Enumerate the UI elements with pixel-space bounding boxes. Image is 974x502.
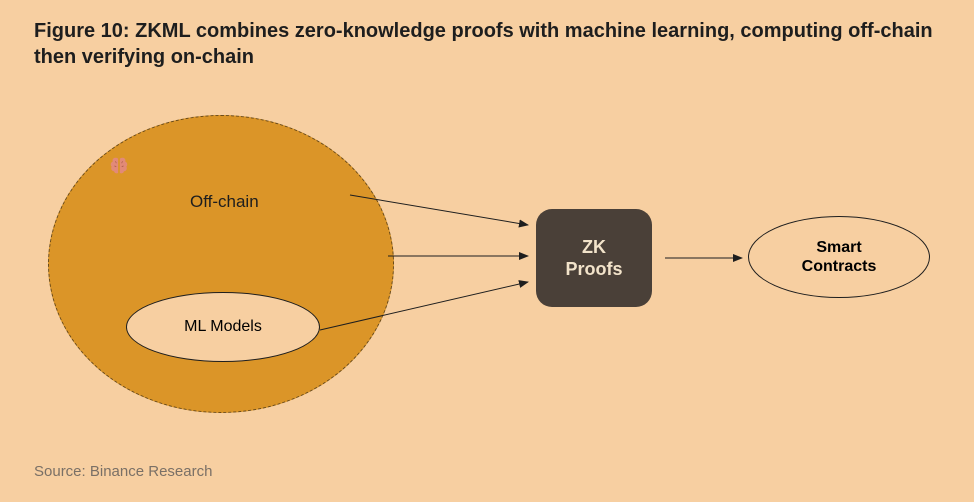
offchain-label: Off-chain	[190, 192, 259, 212]
zk-label-line2: Proofs	[565, 259, 622, 279]
smart-contracts-ellipse: Smart Contracts	[748, 216, 930, 298]
smart-label-line2: Contracts	[802, 258, 877, 275]
figure-title: Figure 10: ZKML combines zero-knowledge …	[34, 18, 940, 70]
zk-proofs-box: ZK Proofs	[536, 209, 652, 307]
source-attribution: Source: Binance Research	[34, 463, 212, 480]
smart-label-line1: Smart	[816, 239, 861, 256]
ml-models-label: ML Models	[184, 318, 262, 336]
figure-canvas: Figure 10: ZKML combines zero-knowledge …	[0, 0, 974, 502]
ml-models-ellipse: ML Models	[126, 292, 320, 362]
brain-icon	[108, 155, 130, 182]
offchain-ellipse	[48, 115, 394, 413]
zk-label-line1: ZK	[582, 237, 606, 257]
